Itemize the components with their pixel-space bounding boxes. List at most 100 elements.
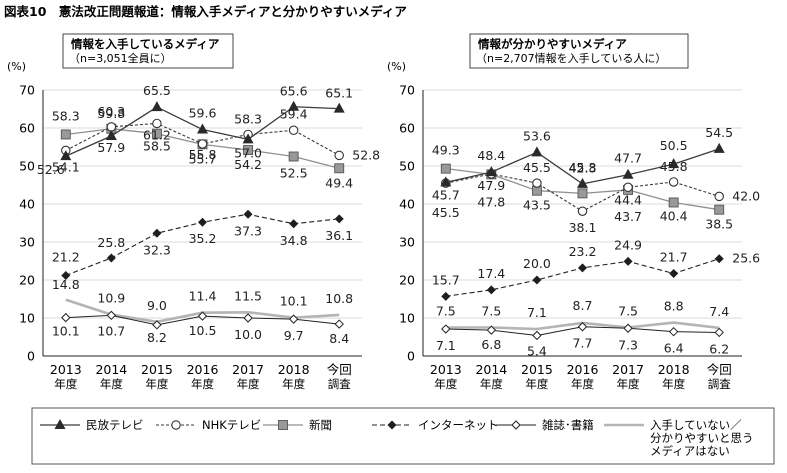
data-label-zasshi: 8.2 — [147, 330, 167, 345]
data-point-minpo — [288, 100, 300, 111]
data-point-minpo — [105, 129, 117, 140]
data-point-shinbun — [440, 163, 451, 174]
data-point-zasshi — [486, 325, 497, 335]
data-point-minpo — [197, 123, 208, 134]
data-label-minpo: 45.7 — [432, 187, 460, 202]
data-label-none: 7.1 — [527, 305, 547, 320]
data-point-nhk — [152, 118, 162, 129]
y-tick-label: 70 — [19, 83, 35, 98]
data-point-internet — [289, 219, 299, 229]
data-point-minpo — [440, 176, 452, 187]
data-label-internet: 34.8 — [280, 233, 308, 248]
x-tick-label: 2018 — [278, 362, 310, 377]
data-label-none: 7.5 — [436, 304, 456, 319]
y-tick-label: 0 — [27, 349, 35, 364]
chart-subtitle: （n=3,051全員に） — [69, 51, 172, 65]
y-tick-label: 60 — [19, 121, 35, 136]
data-label-nhk: 44.4 — [614, 192, 642, 207]
x-tick-label: 2013 — [430, 362, 462, 377]
data-label-nhk: 45.5 — [523, 160, 551, 175]
legend-marker-nhk — [171, 420, 181, 430]
data-label-none: 8.8 — [664, 299, 684, 314]
y-tick-label: 10 — [19, 311, 35, 326]
data-point-minpo — [531, 146, 543, 157]
x-tick-label: 今回 — [327, 362, 352, 377]
data-point-zasshi — [441, 324, 451, 334]
legend-label-nhk: NHKテレビ — [202, 418, 261, 432]
x-tick-label: 年度 — [100, 377, 123, 391]
y-tick-label: 30 — [19, 235, 35, 250]
data-point-internet — [578, 263, 587, 273]
data-label-minpo: 59.6 — [189, 106, 217, 121]
x-tick-label: 2015 — [141, 362, 173, 377]
data-point-internet — [486, 285, 496, 295]
x-tick-label: 年度 — [617, 377, 640, 391]
x-tick-label: 年度 — [662, 377, 685, 391]
x-tick-label: 年度 — [480, 377, 503, 391]
x-tick-label: 2016 — [567, 362, 599, 377]
chart-panel-right: 情報が分かりやすいメディア（n=2,707情報を入手している人に） (%) 0 10 2… — [387, 33, 760, 391]
data-label-minpo: 52.6 — [37, 162, 65, 177]
legend: 民放テレビ NHKテレビ 新聞 インターネット 雑誌･書籍 入手していない／分かりやすいと… — [31, 407, 775, 465]
y-tick-label: 70 — [399, 83, 415, 98]
data-label-zasshi: 10.5 — [189, 323, 217, 338]
chart-title-box — [62, 33, 234, 69]
y-tick-label: 60 — [399, 121, 415, 136]
data-label-minpo: 57.9 — [97, 140, 125, 155]
data-point-nhk — [577, 206, 588, 216]
y-tick-label: 10 — [399, 311, 415, 326]
data-label-minpo: 57.0 — [234, 145, 262, 160]
data-label-none: 8.7 — [573, 298, 593, 313]
legend-marker-shinbun — [278, 420, 288, 430]
data-label-none: 10.1 — [280, 294, 308, 309]
data-point-zasshi — [243, 313, 253, 323]
data-point-nhk — [668, 177, 679, 187]
data-point-minpo — [60, 150, 72, 161]
data-label-minpo: 48.4 — [477, 148, 505, 163]
data-label-none: 7.4 — [709, 304, 729, 319]
x-tick-label: 年度 — [54, 377, 77, 391]
data-label-none: 14.8 — [52, 277, 80, 292]
data-point-minpo — [622, 168, 634, 179]
data-label-shinbun: 55.7 — [189, 151, 217, 166]
data-point-shinbun — [714, 204, 725, 215]
data-point-minpo — [713, 142, 725, 153]
data-label-zasshi: 5.4 — [527, 343, 547, 358]
data-label-zasshi: 6.2 — [709, 341, 729, 356]
data-label-internet: 20.0 — [523, 256, 551, 271]
data-label-minpo: 65.5 — [143, 83, 171, 98]
data-point-minpo — [668, 158, 680, 169]
legend-label-zasshi: 雑誌･書籍 — [542, 418, 594, 432]
data-point-shinbun — [60, 129, 71, 140]
data-label-minpo: 50.5 — [660, 138, 688, 153]
data-label-shinbun: 40.4 — [660, 208, 688, 223]
y-tick-label: 40 — [399, 197, 415, 212]
data-label-nhk: 42.0 — [732, 188, 760, 203]
y-tick-label: 20 — [399, 273, 415, 288]
data-label-zasshi: 9.7 — [284, 328, 304, 343]
data-label-minpo: 47.7 — [614, 151, 642, 166]
chart-title-box — [469, 33, 689, 69]
data-label-shinbun: 54.2 — [234, 157, 262, 172]
data-point-internet — [334, 214, 344, 224]
data-label-zasshi: 7.7 — [573, 336, 593, 351]
y-tick-label: 20 — [19, 273, 35, 288]
chart-title: 情報を入手しているメディア — [70, 37, 220, 51]
chart-subtitle: （n=2,707情報を入手している人に） — [476, 51, 666, 65]
data-point-zasshi — [197, 311, 208, 321]
data-point-nhk — [197, 139, 208, 149]
data-label-minpo: 65.1 — [325, 86, 353, 101]
data-label-internet: 37.3 — [234, 223, 262, 238]
data-label-shinbun: 58.3 — [52, 108, 80, 123]
data-point-shinbun — [577, 188, 588, 199]
data-label-nhk: 61.2 — [143, 127, 171, 142]
data-point-internet — [243, 209, 253, 219]
data-label-none: 11.4 — [189, 289, 217, 304]
data-label-none: 10.9 — [97, 291, 125, 306]
data-label-internet: 17.4 — [477, 266, 505, 281]
data-point-zasshi — [668, 326, 679, 337]
data-label-nhk: 59.4 — [280, 106, 308, 121]
data-point-nhk — [532, 178, 542, 188]
